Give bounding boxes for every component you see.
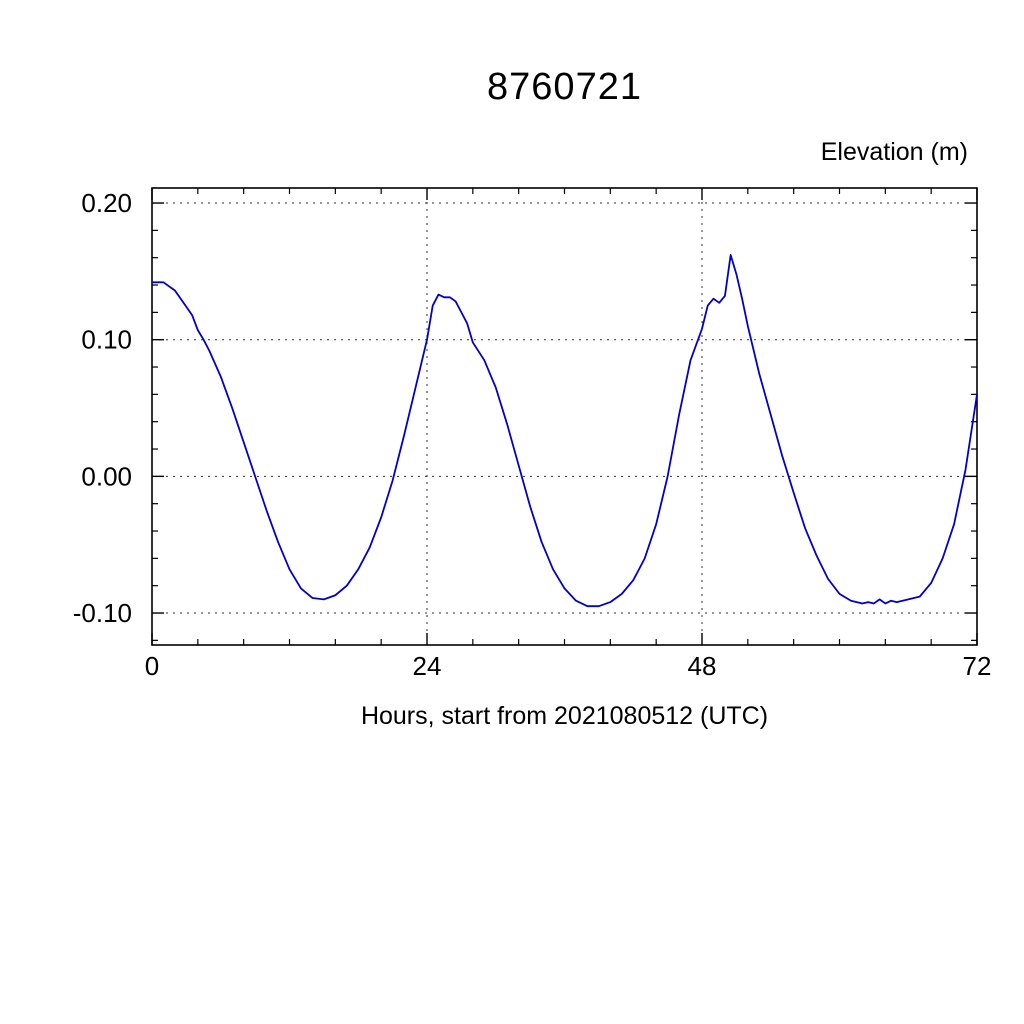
y-tick-label: 0.20 [81,188,132,218]
plot-frame [151,187,978,646]
elevation-axis-label: Elevation (m) [820,138,968,166]
axis-ticks [151,188,978,645]
plot-frame-rect [151,187,978,646]
y-tick-label: 0.10 [81,325,132,355]
chart-title: 8760721 [487,66,642,108]
tick-labels: -0.10 0.00 0.10 0.20 0 24 48 72 [73,188,992,681]
x-tick-label: 0 [145,651,159,681]
x-axis-title: Hours, start from 2021080512 (UTC) [360,702,769,730]
x-tick-label: 48 [688,651,717,681]
x-tick-label: 72 [963,651,992,681]
elevation-series-line [151,254,978,608]
series-elevation [151,254,978,608]
grid-lines [152,188,977,645]
y-tick-label: -0.10 [73,598,132,628]
x-tick-label: 24 [413,651,442,681]
y-tick-label: 0.00 [81,461,132,491]
